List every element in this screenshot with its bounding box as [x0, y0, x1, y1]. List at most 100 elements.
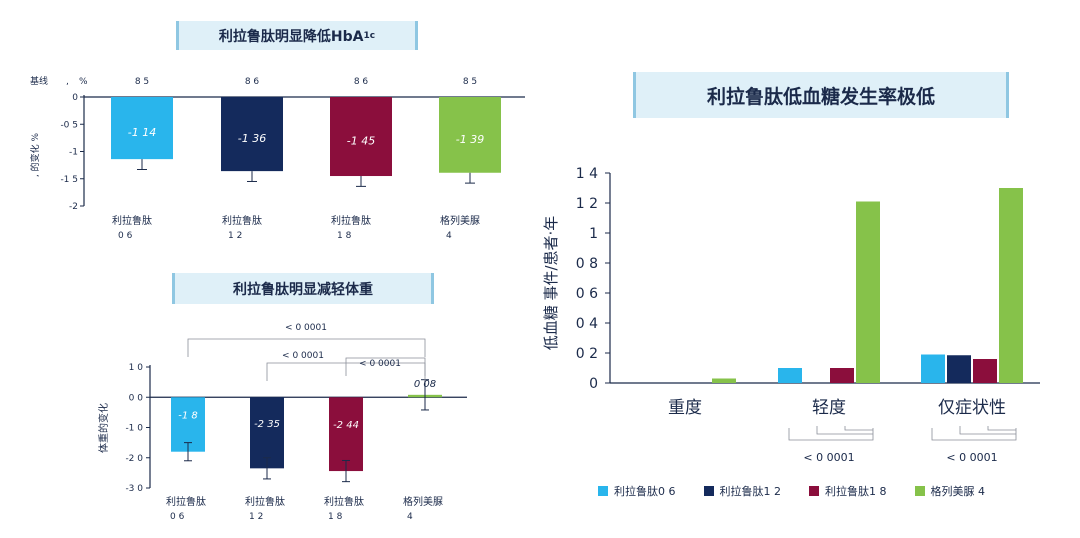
hypo-bar [947, 355, 971, 383]
legend-label-lira-06: 利拉鲁肽0 6 [614, 485, 676, 498]
baseline-value: 8 6 [245, 77, 260, 87]
hba1c-category-dose: 1 8 [337, 231, 352, 241]
hypo-title-text: 利拉鲁肽低血糖发生率极低 [706, 85, 935, 108]
hypo-y-tick-label: 1 4 [576, 166, 598, 182]
weight-value-label: 0 08 [414, 379, 436, 390]
hypo-significance-label: < 0 0001 [803, 451, 854, 464]
weight-category-dose: 1 8 [328, 512, 343, 522]
legend-label-lira-18: 利拉鲁肽1 8 [825, 485, 887, 498]
hypo-bar [778, 368, 802, 383]
hypo-y-tick-label: 0 [589, 376, 598, 392]
hba1c-category-dose: 1 2 [228, 231, 242, 241]
legend-swatch-lira-18 [809, 486, 819, 496]
weight-y-tick-label: 0 0 [129, 393, 144, 403]
legend-item-glimepiride: 格列美脲 4 [914, 483, 986, 499]
hba1c-y-axis-label: , 的变化 % [29, 132, 41, 177]
hypo-chart-title: 利拉鲁肽低血糖发生率极低 [633, 72, 1009, 118]
legend-swatch-lira-06 [598, 486, 608, 496]
hypo-y-tick-label: 0 8 [576, 256, 598, 272]
weight-value-label: -1 8 [178, 410, 198, 421]
baseline-sep: , [66, 77, 69, 87]
hypo-category-label: 重度 [668, 398, 702, 418]
weight-category-label: 格列美脲 [403, 495, 443, 508]
hba1c-chart: 基线 , % , 的变化 % 0 -0 5 -1 -1 5 -2 -1 14 8 5 利拉鲁肽… [29, 75, 525, 241]
hba1c-category-dose: 4 [446, 231, 452, 241]
hba1c-y-tick-label: -0 5 [60, 120, 78, 130]
weight-bar [329, 397, 363, 472]
hba1c-category-label: 格列美脲 [440, 214, 480, 227]
hypo-y-tick-label: 1 [589, 226, 598, 242]
weight-category-label: 利拉鲁肽 [166, 495, 206, 508]
hypo-significance-bracket [816, 426, 873, 435]
weight-y-tick-label: -2 0 [125, 454, 143, 464]
hba1c-bar [111, 97, 173, 160]
hypo-y-axis-label: 低血糖 事件/患者·年 [542, 216, 560, 351]
baseline-label: 基线 [30, 75, 48, 87]
hba1c-title-subscript: 1c [363, 30, 376, 41]
hba1c-category-label: 利拉鲁肽 [222, 214, 262, 227]
hba1c-y-tick-label: -1 [69, 148, 78, 158]
hypo-bar [999, 188, 1023, 383]
hba1c-y-tick-label: -1 5 [60, 175, 78, 185]
weight-bar [250, 397, 284, 469]
hba1c-chart-title: 利拉鲁肽明显降低HbA 1c [176, 21, 418, 50]
weight-category-dose: 4 [407, 512, 413, 522]
weight-significance-label: < 0 0001 [282, 351, 324, 361]
hypo-legend: 利拉鲁肽0 6 利拉鲁肽1 2 利拉鲁肽1 8 格列美脲 4 [598, 480, 1038, 502]
hba1c-category-dose: 0 6 [118, 231, 133, 241]
hypo-y-tick-label: 0 2 [576, 346, 598, 362]
weight-significance-label: < 0 0001 [359, 359, 401, 369]
hypo-significance-label: < 0 0001 [946, 451, 997, 464]
hypo-y-tick-label: 0 6 [576, 286, 598, 302]
hba1c-value-label: -1 39 [456, 133, 484, 146]
weight-y-axis-label: 体重的变化 [97, 403, 110, 453]
hba1c-bar [221, 97, 283, 172]
weight-significance-bracket [345, 357, 426, 376]
weight-category-dose: 1 2 [249, 512, 263, 522]
legend-item-lira-06: 利拉鲁肽0 6 [598, 483, 676, 499]
hypo-bar [712, 378, 736, 383]
hba1c-category-label: 利拉鲁肽 [112, 214, 152, 227]
hypo-category-label: 轻度 [812, 398, 846, 418]
baseline-unit: % [79, 77, 88, 87]
hypo-bar [973, 359, 997, 383]
weight-significance-bracket [187, 338, 426, 357]
weight-title-text: 利拉鲁肽明显减轻体重 [233, 281, 373, 298]
hypo-category-label: 仅症状性 [938, 398, 1006, 418]
hypo-significance-bracket [959, 426, 1016, 435]
legend-label-glimepiride: 格列美脲 4 [930, 485, 986, 498]
legend-swatch-glimepiride [914, 486, 925, 496]
weight-category-dose: 0 6 [170, 512, 185, 522]
hba1c-y-tick-label: 0 [72, 93, 78, 103]
weight-y-tick-label: 1 0 [129, 363, 144, 373]
weight-value-label: -2 44 [333, 420, 359, 431]
weight-value-label: -2 35 [254, 419, 280, 430]
weight-y-tick-label: -1 0 [125, 424, 143, 434]
hba1c-y-tick-label: -2 [69, 202, 78, 212]
hypo-y-tick-label: 0 4 [576, 316, 598, 332]
hba1c-bar [330, 97, 392, 177]
hypo-bar [856, 201, 880, 383]
hba1c-title-text: 利拉鲁肽明显降低HbA [218, 28, 364, 45]
hba1c-value-label: -1 45 [347, 135, 375, 148]
hypo-bar [830, 368, 854, 383]
hba1c-value-label: -1 14 [128, 126, 156, 139]
baseline-value: 8 5 [463, 77, 477, 87]
legend-label-lira-12: 利拉鲁肽1 2 [719, 485, 782, 498]
weight-significance-label: < 0 0001 [285, 323, 327, 333]
legend-item-lira-12: 利拉鲁肽1 2 [703, 483, 782, 499]
hypo-significance-bracket [987, 426, 1016, 431]
weight-chart-title: 利拉鲁肽明显减轻体重 [172, 273, 434, 304]
hypo-bar [921, 354, 945, 383]
hba1c-category-label: 利拉鲁肽 [331, 214, 371, 227]
baseline-value: 8 5 [135, 77, 149, 87]
weight-category-label: 利拉鲁肽 [324, 495, 364, 508]
hypo-significance-bracket [844, 426, 873, 431]
legend-swatch-lira-12 [703, 486, 714, 496]
weight-chart: 体重的变化 1 0 0 0 -1 0 -2 0 -3 0 -1 8 利拉鲁肽 0 6 -2 35… [97, 323, 467, 522]
hba1c-bar [439, 97, 501, 173]
hypo-y-tick-label: 1 2 [576, 196, 598, 212]
hba1c-value-label: -1 36 [238, 132, 266, 145]
weight-category-label: 利拉鲁肽 [245, 495, 285, 508]
